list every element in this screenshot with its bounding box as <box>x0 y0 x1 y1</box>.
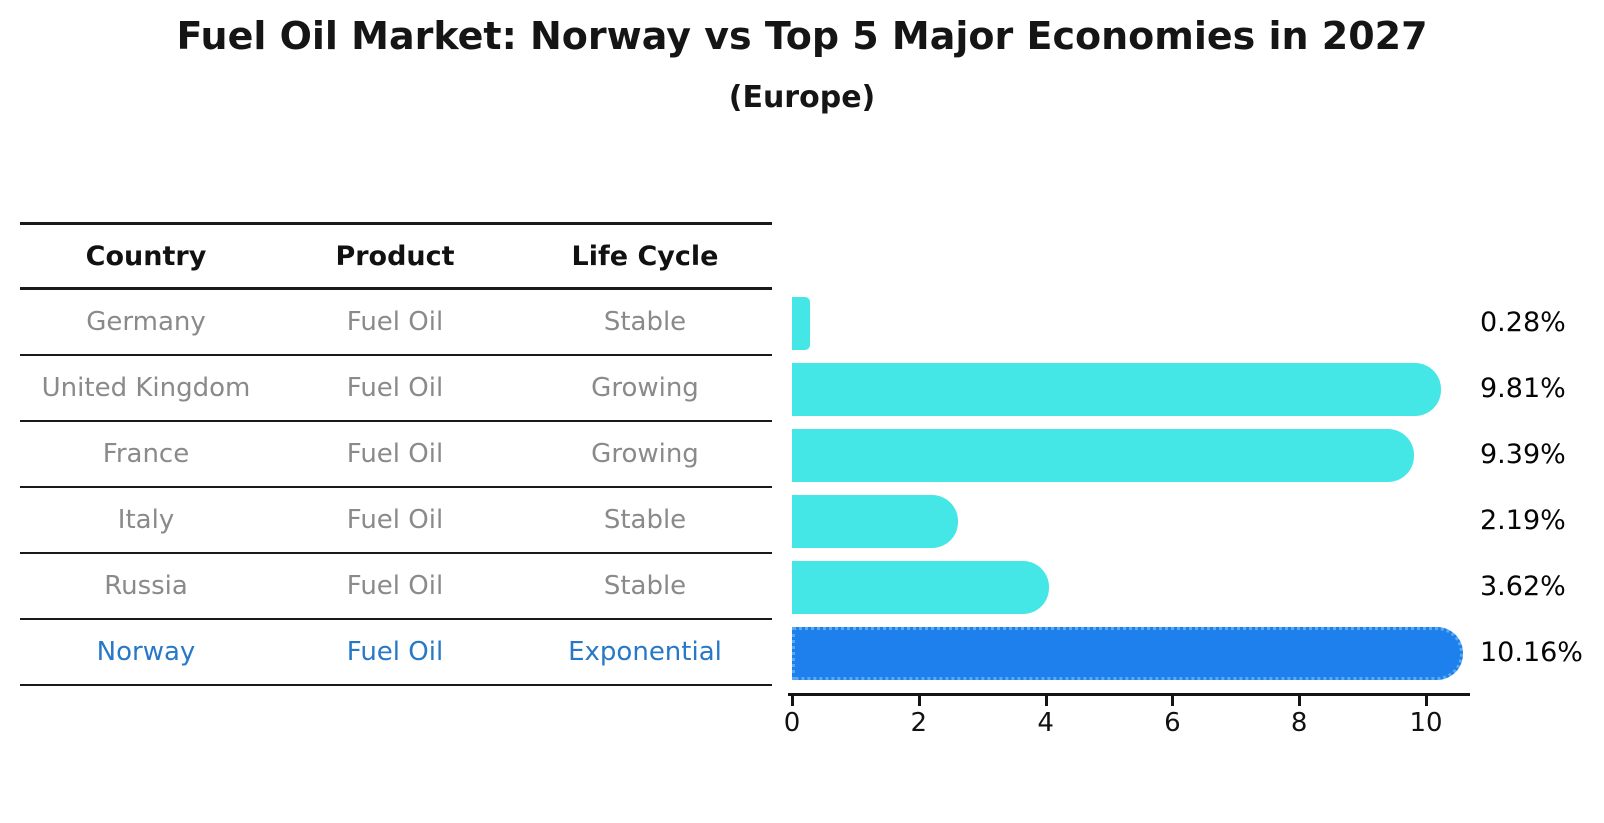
cell-germany-life-cycle: Stable <box>603 307 687 337</box>
x-tick-label-2: 2 <box>910 708 928 738</box>
table-row-united-kingdom: United Kingdom Fuel Oil Growing <box>20 356 772 422</box>
value-label-russia: 3.62% <box>1480 571 1566 602</box>
x-tick-mark-6 <box>1171 696 1175 706</box>
x-tick-mark-2 <box>917 696 921 706</box>
cell-norway-country: Norway <box>96 637 196 667</box>
value-label-norway: 10.16% <box>1480 637 1583 668</box>
bar-italy <box>792 494 958 548</box>
bar-germany <box>792 296 810 350</box>
cell-france-life-cycle: Growing <box>591 439 699 469</box>
value-label-united-kingdom: 9.81% <box>1480 373 1566 404</box>
x-tick-label-0: 0 <box>783 708 801 738</box>
x-axis-line <box>788 693 1470 696</box>
x-tick-label-8: 8 <box>1290 708 1308 738</box>
cell-united-kingdom-country: United Kingdom <box>41 373 251 403</box>
column-header-life-cycle: Life Cycle <box>571 240 719 272</box>
x-tick-mark-4 <box>1044 696 1048 706</box>
value-label-italy: 2.19% <box>1480 505 1566 536</box>
table-header-row: Country Product Life Cycle <box>20 222 772 290</box>
cell-france-country: France <box>102 439 190 469</box>
data-table: Country Product Life Cycle Germany Fuel O… <box>20 222 772 686</box>
cell-france-product: Fuel Oil <box>346 439 444 469</box>
cell-italy-product: Fuel Oil <box>346 505 444 535</box>
table-row-russia: Russia Fuel Oil Stable <box>20 554 772 620</box>
table-row-germany: Germany Fuel Oil Stable <box>20 290 772 356</box>
x-tick-mark-10 <box>1425 696 1428 706</box>
cell-germany-country: Germany <box>86 307 206 337</box>
bar-france <box>792 428 1414 482</box>
x-tick-label-4: 4 <box>1037 708 1054 738</box>
value-label-france: 9.39% <box>1480 439 1566 470</box>
column-header-product: Product <box>335 240 455 272</box>
table-body: Germany Fuel Oil Stable United Kingdom Fuel … <box>20 290 772 686</box>
chart-subtitle: (Europe) <box>728 80 876 115</box>
table-row-italy: Italy Fuel Oil Stable <box>20 488 772 554</box>
cell-united-kingdom-product: Fuel Oil <box>346 373 444 403</box>
bar-united-kingdom <box>792 362 1441 416</box>
column-header-country: Country <box>85 240 207 272</box>
chart-title: Fuel Oil Market: Norway vs Top 5 Major E… <box>176 14 1428 58</box>
table-row-norway: Norway Fuel Oil Exponential <box>20 620 772 686</box>
cell-united-kingdom-life-cycle: Growing <box>591 373 699 403</box>
x-tick-label-10: 10 <box>1409 708 1443 738</box>
value-label-germany: 0.28% <box>1480 307 1566 338</box>
bar-russia <box>792 560 1049 614</box>
table-row-france: France Fuel Oil Growing <box>20 422 772 488</box>
cell-russia-life-cycle: Stable <box>603 571 687 601</box>
cell-italy-life-cycle: Stable <box>603 505 687 535</box>
cell-russia-product: Fuel Oil <box>346 571 444 601</box>
cell-italy-country: Italy <box>117 505 175 535</box>
bar-norway <box>792 626 1463 680</box>
cell-norway-product: Fuel Oil <box>346 637 444 667</box>
x-tick-mark-0 <box>791 696 794 706</box>
cell-norway-life-cycle: Exponential <box>568 637 722 667</box>
cell-russia-country: Russia <box>104 571 188 601</box>
x-tick-label-6: 6 <box>1164 708 1181 738</box>
cell-germany-product: Fuel Oil <box>346 307 444 337</box>
x-tick-mark-8 <box>1298 696 1302 706</box>
